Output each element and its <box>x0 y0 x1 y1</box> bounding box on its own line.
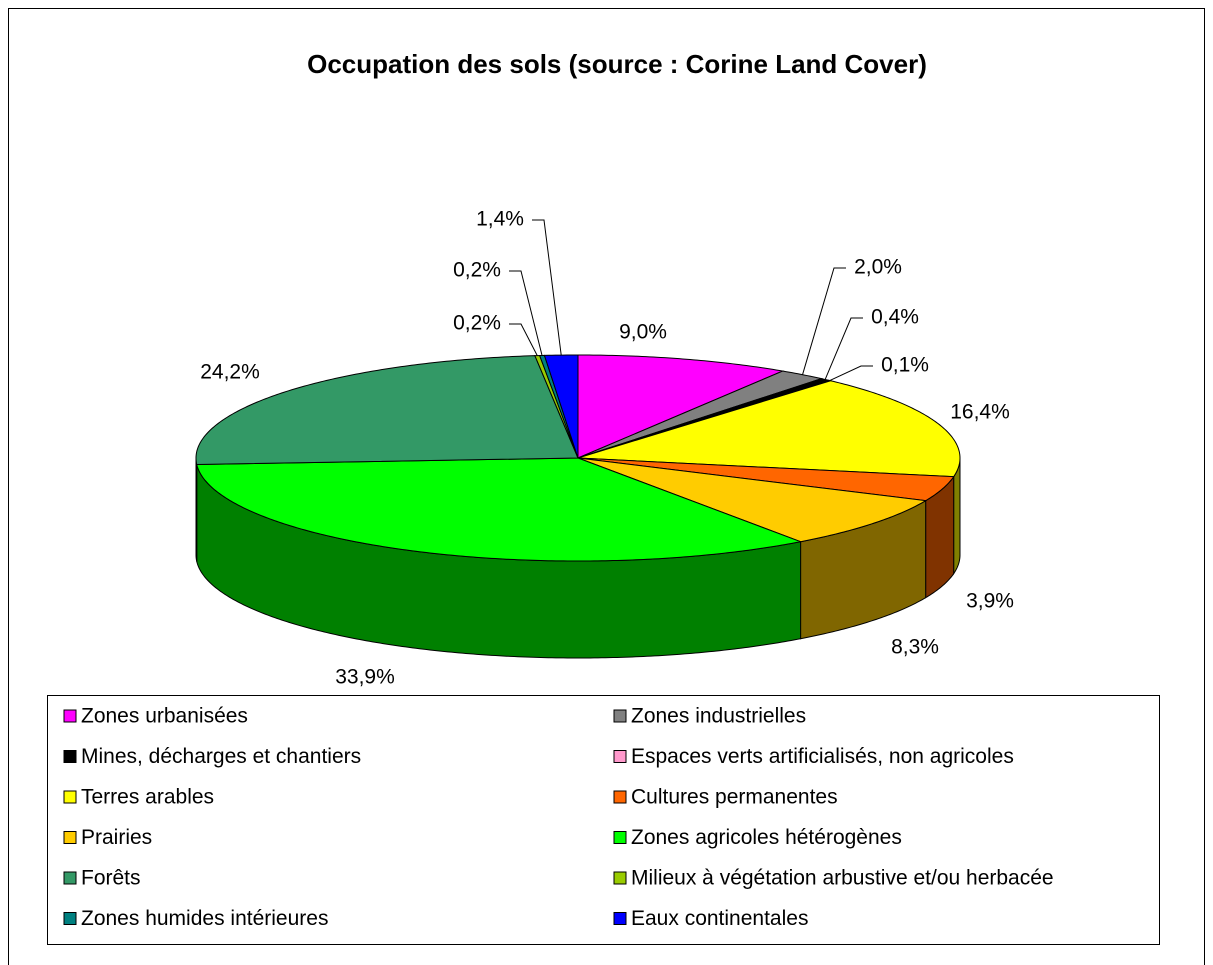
pie-slice <box>543 354 579 459</box>
chart-title: Occupation des sols (source : Corine Lan… <box>307 49 927 79</box>
leader-line <box>532 219 562 356</box>
legend-label: Milieux à végétation arbustive et/ou her… <box>631 867 1054 890</box>
legend-label: Terres arables <box>81 786 214 809</box>
leader-line <box>829 365 873 381</box>
pie-slice <box>577 354 785 459</box>
data-label: 8,3% <box>891 636 939 659</box>
legend-swatch <box>63 912 77 925</box>
legend-swatch <box>613 912 627 925</box>
legend-label: Zones urbanisées <box>81 705 248 728</box>
legend-swatch <box>613 709 627 723</box>
legend-swatch <box>63 871 77 885</box>
legend-label: Forêts <box>81 867 141 890</box>
data-label: 0,2% <box>453 312 501 335</box>
data-label: 9,0% <box>619 321 667 344</box>
data-label: 0,2% <box>453 259 501 282</box>
legend-swatch <box>63 709 77 723</box>
legend-swatch <box>63 790 77 804</box>
chart-frame <box>8 8 1205 965</box>
legend-label: Prairies <box>81 826 152 849</box>
legend-swatch <box>613 831 627 844</box>
data-label: 0,1% <box>881 354 929 377</box>
data-label: 24,2% <box>200 361 260 384</box>
legend-label: Zones humides intérieures <box>81 907 328 930</box>
leader-line <box>509 323 538 356</box>
legend-label: Mines, décharges et chantiers <box>81 745 361 768</box>
legend-swatch <box>63 831 77 844</box>
legend-swatch <box>613 750 627 763</box>
legend-swatch <box>613 871 627 885</box>
legend-label: Zones agricoles hétérogènes <box>631 826 902 849</box>
legend-swatch <box>613 790 627 804</box>
legend-label: Espaces verts artificialisés, non agrico… <box>631 745 1014 768</box>
pie-slice <box>196 457 803 562</box>
pie-slice <box>577 457 955 502</box>
pie-slice <box>577 380 961 478</box>
legend-label: Eaux continentales <box>631 907 808 930</box>
leader-line <box>824 317 863 380</box>
pie-slice <box>577 457 928 543</box>
pie-slice <box>195 355 579 465</box>
leader-line <box>509 270 543 356</box>
legend-label: Zones industrielles <box>631 705 806 728</box>
legend-swatch <box>63 750 77 763</box>
data-label: 2,0% <box>854 256 902 279</box>
data-label: 3,9% <box>966 590 1014 613</box>
data-label: 16,4% <box>950 401 1010 424</box>
legend-box <box>47 695 1160 945</box>
data-label: 0,4% <box>871 306 919 329</box>
legend-label: Cultures permanentes <box>631 786 838 809</box>
leader-line <box>802 267 846 375</box>
slice-side <box>195 457 198 562</box>
data-label: 33,9% <box>335 666 395 689</box>
data-label: 1,4% <box>476 208 524 231</box>
